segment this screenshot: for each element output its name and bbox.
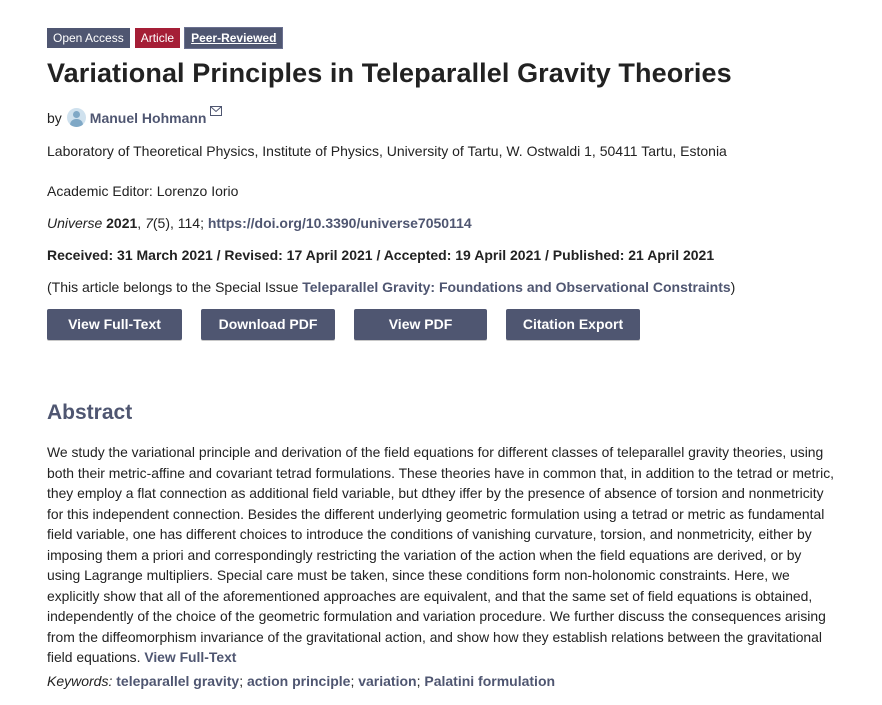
affiliation: Laboratory of Theoretical Physics, Insti… bbox=[47, 143, 727, 159]
abstract-full-text-link[interactable]: View Full-Text bbox=[144, 649, 237, 665]
citation-line: Universe 2021, 7(5), 114; https://doi.or… bbox=[47, 215, 472, 231]
special-issue-prefix: (This article belongs to the Special Iss… bbox=[47, 279, 303, 295]
keyword-link[interactable]: action principle bbox=[246, 673, 351, 689]
citation-export-button[interactable]: Citation Export bbox=[506, 309, 640, 340]
doi-link[interactable]: https://doi.org/10.3390/universe7050114 bbox=[207, 215, 472, 231]
citation-issue: (5), 114; bbox=[152, 215, 204, 231]
abstract-body: We study the variational principle and d… bbox=[47, 442, 837, 668]
view-pdf-button[interactable]: View PDF bbox=[354, 309, 487, 340]
keyword-link[interactable]: Palatini formulation bbox=[424, 673, 556, 689]
peer-reviewed-badge[interactable]: Peer-Reviewed bbox=[184, 27, 284, 49]
abstract-text: We study the variational principle and d… bbox=[47, 444, 835, 665]
keyword-link[interactable]: teleparallel gravity bbox=[116, 673, 240, 689]
special-issue-note: (This article belongs to the Special Iss… bbox=[47, 279, 735, 295]
view-full-text-button[interactable]: View Full-Text bbox=[47, 309, 182, 340]
journal-name: Universe bbox=[47, 215, 103, 231]
special-issue-link[interactable]: Teleparallel Gravity: Foundations and Ob… bbox=[302, 279, 731, 295]
byline-prefix: by bbox=[47, 109, 62, 126]
article-title: Variational Principles in Teleparallel G… bbox=[47, 58, 732, 88]
open-access-badge[interactable]: Open Access bbox=[47, 28, 130, 48]
publication-dates: Received: 31 March 2021 / Revised: 17 Ap… bbox=[47, 247, 715, 263]
special-issue-suffix: ) bbox=[730, 279, 736, 295]
academic-editor: Academic Editor: Lorenzo Iorio bbox=[47, 183, 239, 199]
byline: by Manuel Hohmann bbox=[47, 106, 223, 127]
action-buttons: View Full-Text Download PDF View PDF Cit… bbox=[47, 309, 640, 340]
article-type-badge: Article bbox=[134, 28, 181, 48]
author-link[interactable]: Manuel Hohmann bbox=[89, 109, 207, 126]
download-pdf-button[interactable]: Download PDF bbox=[201, 309, 335, 340]
keywords-label: Keywords: bbox=[47, 673, 113, 689]
badge-row: Open Access Article Peer-Reviewed bbox=[47, 27, 847, 49]
envelope-icon[interactable] bbox=[210, 106, 223, 119]
keywords-line: Keywords: teleparallel gravity; action p… bbox=[47, 673, 556, 689]
citation-year: 2021 bbox=[106, 215, 138, 231]
abstract-heading: Abstract bbox=[47, 401, 133, 424]
user-avatar-icon[interactable] bbox=[66, 108, 86, 127]
citation-volume: 7 bbox=[145, 215, 153, 231]
article-header: Open Access Article Peer-Reviewed Variat… bbox=[47, 27, 847, 689]
keyword-link[interactable]: variation bbox=[358, 673, 417, 689]
